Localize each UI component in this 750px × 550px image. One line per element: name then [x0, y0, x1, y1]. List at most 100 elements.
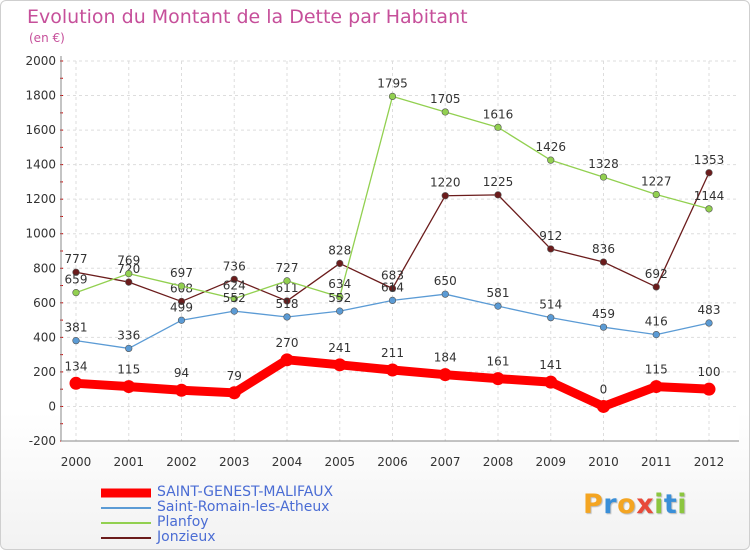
logo-letter: P: [583, 489, 604, 520]
data-label: 270: [276, 336, 299, 350]
x-tick-label: 2011: [641, 455, 672, 469]
y-tick-label: 400: [33, 330, 56, 344]
legend-swatch: [101, 488, 151, 497]
data-label: 94: [174, 366, 189, 380]
data-point: [280, 353, 294, 367]
data-label: 650: [434, 274, 457, 288]
data-point: [386, 363, 399, 377]
data-point: [388, 296, 397, 305]
data-label: 100: [698, 365, 721, 379]
legend-swatch: [101, 506, 151, 509]
data-label: 769: [117, 254, 140, 268]
y-tick-label: -200: [29, 434, 56, 448]
data-point: [122, 380, 136, 394]
data-label: 0: [600, 382, 608, 396]
x-tick-label: 2003: [219, 455, 250, 469]
data-point: [547, 156, 555, 164]
data-label: 836: [592, 242, 615, 256]
x-tick-label: 2006: [377, 455, 408, 469]
x-tick-label: 2012: [694, 455, 725, 469]
data-label: 1353: [694, 153, 725, 167]
data-label: 79: [227, 369, 242, 383]
logo-letter: o: [617, 489, 637, 520]
data-point: [438, 368, 452, 382]
data-point: [125, 344, 133, 353]
data-label: 1220: [430, 176, 461, 190]
data-point: [177, 316, 186, 324]
data-point: [652, 331, 660, 339]
data-point: [177, 297, 186, 306]
data-label: 514: [539, 298, 562, 312]
data-label: 611: [276, 281, 299, 295]
data-label: 241: [328, 341, 351, 355]
legend-label: Planfoy: [157, 514, 209, 530]
data-point: [230, 275, 238, 283]
data-point: [227, 386, 241, 400]
legend-label: Saint-Romain-les-Atheux: [157, 499, 330, 515]
data-label: 581: [487, 286, 510, 300]
data-label: 1227: [641, 175, 672, 189]
logo-letter: i: [677, 489, 688, 520]
data-point: [72, 337, 80, 345]
data-point: [72, 289, 80, 297]
data-point: [125, 270, 133, 278]
data-label: 115: [645, 363, 668, 377]
data-label: 692: [645, 267, 668, 281]
y-tick-label: 600: [33, 296, 56, 310]
data-label: 697: [170, 266, 193, 280]
data-label: 552: [328, 291, 351, 305]
chart-title: Evolution du Montant de la Dette par Hab…: [27, 6, 468, 28]
logo-letter: i: [654, 489, 664, 520]
data-label: 727: [276, 261, 299, 275]
data-label: 736: [223, 259, 246, 273]
data-point: [441, 108, 449, 116]
data-point: [283, 313, 291, 321]
legend-swatch: [101, 521, 151, 524]
data-point: [544, 375, 558, 389]
x-tick-label: 2004: [272, 455, 303, 469]
data-label: 912: [539, 229, 562, 243]
y-tick-label: 1800: [25, 89, 56, 103]
data-label: 336: [117, 328, 140, 342]
data-point: [177, 282, 186, 290]
y-tick-label: 1400: [25, 158, 56, 172]
data-label: 459: [592, 307, 615, 321]
data-label: 141: [539, 358, 562, 372]
data-point: [702, 382, 716, 396]
y-tick-label: 1200: [25, 192, 56, 206]
data-point: [494, 302, 502, 310]
data-point: [652, 283, 660, 291]
data-label: 518: [276, 297, 299, 311]
data-point: [388, 92, 397, 101]
data-label: 1225: [483, 175, 514, 189]
data-point: [333, 358, 347, 372]
y-tick-label: 1600: [25, 123, 56, 137]
data-label: 1426: [535, 140, 566, 154]
y-tick-label: 0: [48, 399, 56, 413]
data-label: 381: [65, 321, 88, 335]
data-label: 634: [328, 277, 351, 291]
data-point: [491, 372, 505, 386]
data-label: 115: [117, 363, 140, 377]
data-point: [230, 307, 238, 315]
logo-letter: r: [603, 489, 618, 520]
data-label: 161: [487, 355, 510, 369]
data-point: [69, 376, 83, 390]
data-point: [599, 173, 608, 181]
data-point: [72, 268, 80, 276]
data-point: [283, 277, 291, 285]
legend-label: SAINT-GENEST-MALIFAUX: [157, 484, 334, 500]
data-point: [649, 380, 663, 394]
data-label: 614: [381, 280, 404, 294]
data-point: [336, 307, 344, 315]
data-point: [175, 383, 188, 397]
data-point: [599, 258, 608, 266]
x-tick-label: 2009: [535, 455, 566, 469]
data-label: 624: [223, 279, 246, 293]
x-tick-label: 2001: [113, 455, 144, 469]
y-tick-label: 2000: [25, 54, 56, 68]
data-point: [336, 259, 344, 268]
data-point: [599, 323, 608, 331]
